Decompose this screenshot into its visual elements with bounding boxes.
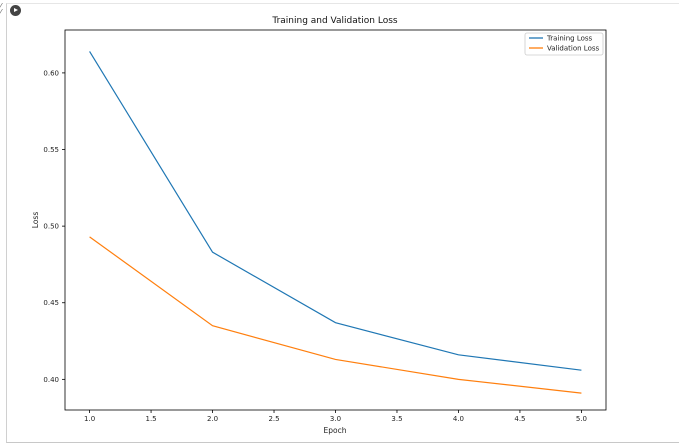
legend-box: [524, 32, 604, 56]
x-tick-label: 3.5: [391, 415, 402, 423]
run-cell-button[interactable]: [10, 5, 21, 16]
x-tick-label: 1.0: [84, 415, 95, 423]
x-axis-label: Epoch: [324, 426, 347, 435]
series-line-validation: [89, 236, 582, 394]
x-axis: 1.0 1.5 2.0 2.5 3.0 3.5 4.0 4.5 5.0: [84, 410, 587, 423]
y-tick-label: 0.50: [43, 223, 59, 231]
y-tick-label: 0.60: [43, 69, 59, 77]
legend-label-training: Training Loss: [546, 35, 593, 43]
collapse-icon[interactable]: ⁄ ⁄: [0, 2, 2, 17]
y-axis: 0.40 0.45 0.50 0.55 0.60: [43, 69, 65, 384]
x-tick-label: 1.5: [145, 415, 156, 423]
y-axis-label: Loss: [31, 212, 40, 229]
y-tick-label: 0.40: [43, 376, 59, 384]
legend-label-validation: Validation Loss: [547, 45, 599, 53]
y-tick-label: 0.55: [43, 146, 59, 154]
x-tick-label: 4.0: [453, 415, 464, 423]
plot-area: [64, 29, 607, 411]
y-tick-label: 0.45: [43, 299, 59, 307]
series-line-training: [89, 51, 582, 371]
x-tick-label: 4.5: [514, 415, 525, 423]
x-tick-label: 5.0: [576, 415, 587, 423]
legend: Training Loss Validation Loss: [524, 32, 604, 56]
chart-title: Training and Validation Loss: [271, 16, 398, 26]
output-cell-frame: [6, 3, 679, 443]
x-tick-label: 2.5: [268, 415, 279, 423]
x-tick-label: 3.0: [330, 415, 341, 423]
x-tick-label: 2.0: [207, 415, 218, 423]
series-lines: [89, 51, 582, 394]
